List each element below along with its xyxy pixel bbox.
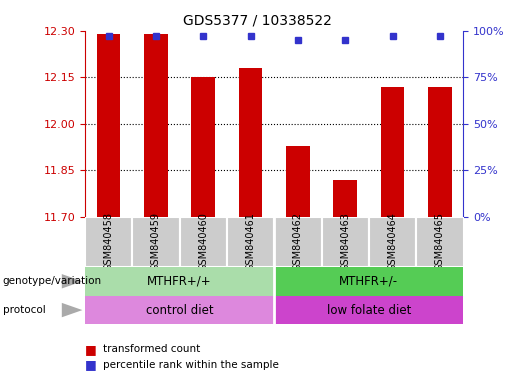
- Text: GSM840459: GSM840459: [151, 212, 161, 271]
- Text: GSM840460: GSM840460: [198, 212, 208, 271]
- Text: GSM840465: GSM840465: [435, 212, 445, 271]
- Text: GSM840461: GSM840461: [246, 212, 255, 271]
- Text: MTHFR+/-: MTHFR+/-: [339, 275, 399, 288]
- Bar: [416, 217, 464, 267]
- Bar: [85, 217, 132, 267]
- Bar: [144, 34, 168, 217]
- Bar: [239, 68, 263, 217]
- Bar: [381, 87, 404, 217]
- Bar: [321, 217, 369, 267]
- Text: control diet: control diet: [146, 304, 213, 316]
- Bar: [85, 296, 274, 324]
- Text: low folate diet: low folate diet: [327, 304, 411, 316]
- Bar: [227, 217, 274, 267]
- Text: MTHFR+/+: MTHFR+/+: [147, 275, 212, 288]
- Bar: [428, 87, 452, 217]
- Bar: [180, 217, 227, 267]
- Text: GSM840462: GSM840462: [293, 212, 303, 271]
- Text: GSM840464: GSM840464: [387, 212, 398, 271]
- Bar: [274, 267, 464, 296]
- Polygon shape: [62, 303, 82, 317]
- Polygon shape: [62, 274, 82, 288]
- Bar: [369, 217, 416, 267]
- Text: ■: ■: [85, 343, 97, 356]
- Bar: [286, 146, 310, 217]
- Text: protocol: protocol: [3, 305, 45, 315]
- Bar: [97, 34, 121, 217]
- Text: genotype/variation: genotype/variation: [3, 276, 101, 286]
- Bar: [274, 217, 321, 267]
- Bar: [132, 217, 180, 267]
- Text: GSM840463: GSM840463: [340, 212, 350, 271]
- Text: ■: ■: [85, 358, 97, 371]
- Bar: [192, 77, 215, 217]
- Text: GDS5377 / 10338522: GDS5377 / 10338522: [183, 13, 332, 27]
- Text: percentile rank within the sample: percentile rank within the sample: [103, 360, 279, 370]
- Bar: [274, 296, 464, 324]
- Text: GSM840458: GSM840458: [104, 212, 114, 271]
- Bar: [85, 267, 274, 296]
- Bar: [333, 180, 357, 217]
- Text: transformed count: transformed count: [103, 344, 200, 354]
